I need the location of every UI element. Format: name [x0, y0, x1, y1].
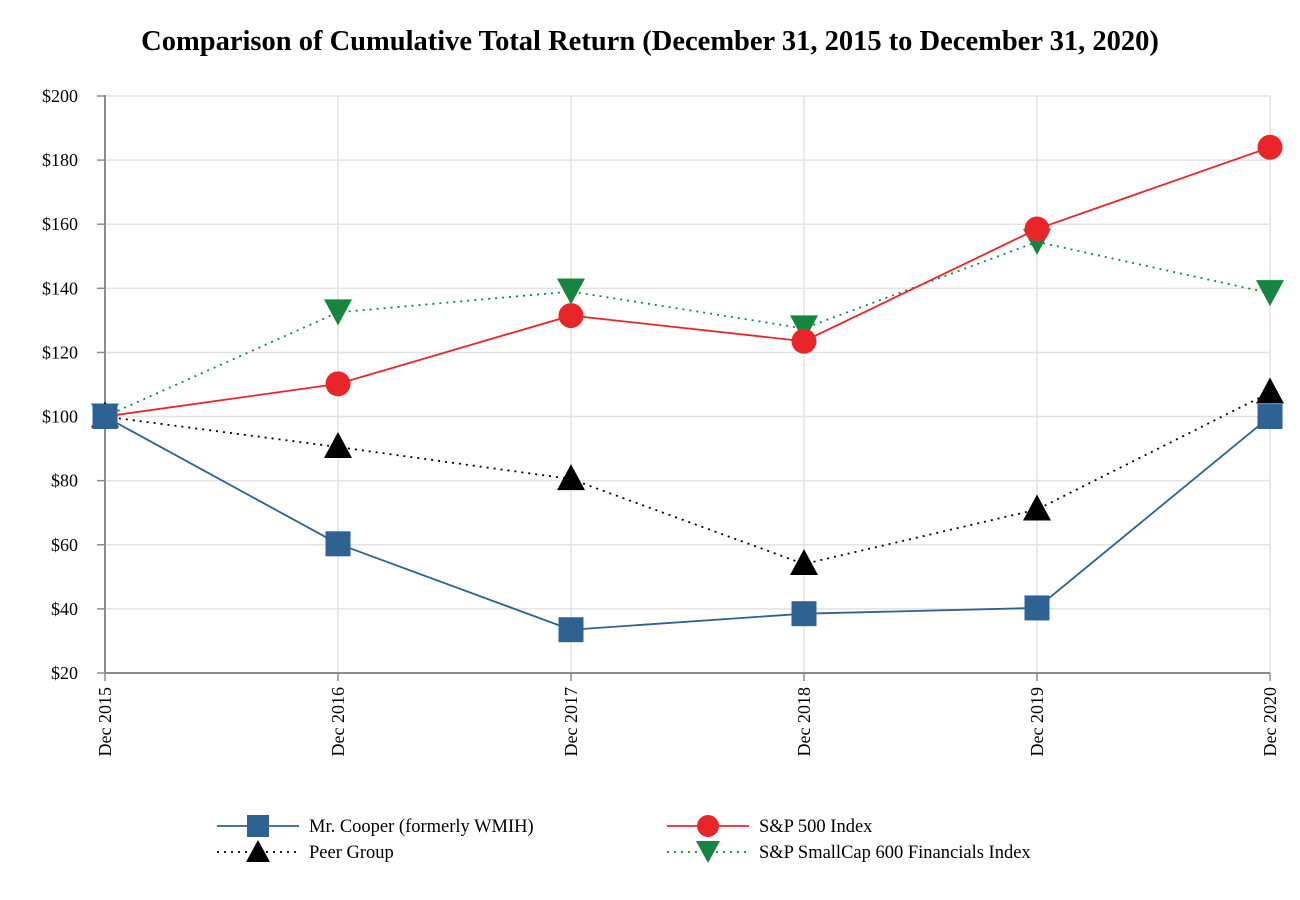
y-tick-label: $80	[51, 471, 78, 491]
data-point-triangle-down	[324, 299, 352, 326]
x-tick-label: Dec 2015	[95, 687, 115, 756]
axes	[97, 95, 1271, 681]
y-tick-label: $40	[51, 599, 78, 619]
data-point-circle	[558, 303, 584, 329]
data-point-square	[1257, 404, 1283, 430]
y-tick-label: $120	[42, 342, 78, 362]
series-line	[104, 415, 1271, 631]
legend: Mr. Cooper (formerly WMIH) S&P 500 Index P…	[217, 815, 1031, 863]
y-tick-label: $60	[51, 535, 78, 555]
data-point-circle	[791, 328, 817, 354]
x-tick-label: Dec 2019	[1027, 687, 1047, 756]
data-point-circle	[325, 371, 351, 397]
legend-marker	[247, 815, 269, 837]
legend-item: S&P SmallCap 600 Financials Index	[667, 841, 1031, 863]
y-tick-label: $160	[42, 214, 78, 234]
legend-item: S&P 500 Index	[667, 815, 873, 837]
data-point-circle	[1257, 134, 1283, 160]
legend-label: Mr. Cooper (formerly WMIH)	[309, 817, 534, 837]
series-circle	[92, 134, 1283, 430]
data-point-square	[325, 531, 351, 557]
x-axis-ticks: Dec 2015 Dec 2016 Dec 2017 Dec 2018 Dec 2019…	[95, 687, 1280, 756]
y-axis-ticks: $20 $40 $60 $80 $100 $120 $140 $160 $180 $200	[42, 86, 78, 683]
data-point-square	[92, 404, 118, 430]
data-point-triangle-down	[1256, 280, 1284, 307]
x-tick-label: Dec 2017	[561, 687, 581, 756]
series-square	[92, 404, 1283, 643]
legend-label: Peer Group	[309, 843, 394, 863]
data-point-triangle-down	[790, 315, 818, 342]
grid	[104, 95, 1271, 673]
data-point-triangle-up	[324, 432, 352, 459]
y-tick-label: $200	[42, 86, 78, 106]
data-point-triangle-up	[790, 549, 818, 576]
data-point-triangle-up	[1023, 494, 1051, 521]
legend-item: Mr. Cooper (formerly WMIH)	[217, 815, 534, 837]
y-tick-label: $20	[51, 663, 78, 683]
y-tick-label: $100	[42, 407, 78, 427]
x-tick-label: Dec 2020	[1260, 687, 1280, 756]
legend-marker	[246, 840, 270, 862]
data-point-triangle-up	[1256, 377, 1284, 404]
data-point-square	[791, 601, 817, 627]
series-line	[104, 391, 1271, 565]
legend-marker	[696, 841, 720, 863]
legend-marker	[697, 815, 719, 837]
data-point-circle	[1024, 216, 1050, 242]
x-tick-label: Dec 2016	[328, 687, 348, 756]
y-tick-label: $180	[42, 150, 78, 170]
data-point-square	[1024, 595, 1050, 621]
data-point-triangle-down	[557, 278, 585, 305]
chart-title: Comparison of Cumulative Total Return (D…	[141, 26, 1159, 57]
legend-label: S&P 500 Index	[759, 817, 873, 837]
y-tick-label: $140	[42, 278, 78, 298]
data-point-triangle-up	[557, 464, 585, 491]
data-point-square	[558, 617, 584, 643]
legend-item: Peer Group	[217, 840, 394, 863]
x-tick-label: Dec 2018	[794, 687, 814, 756]
legend-label: S&P SmallCap 600 Financials Index	[759, 843, 1031, 863]
series-line	[104, 146, 1271, 418]
series-lines	[91, 134, 1284, 643]
